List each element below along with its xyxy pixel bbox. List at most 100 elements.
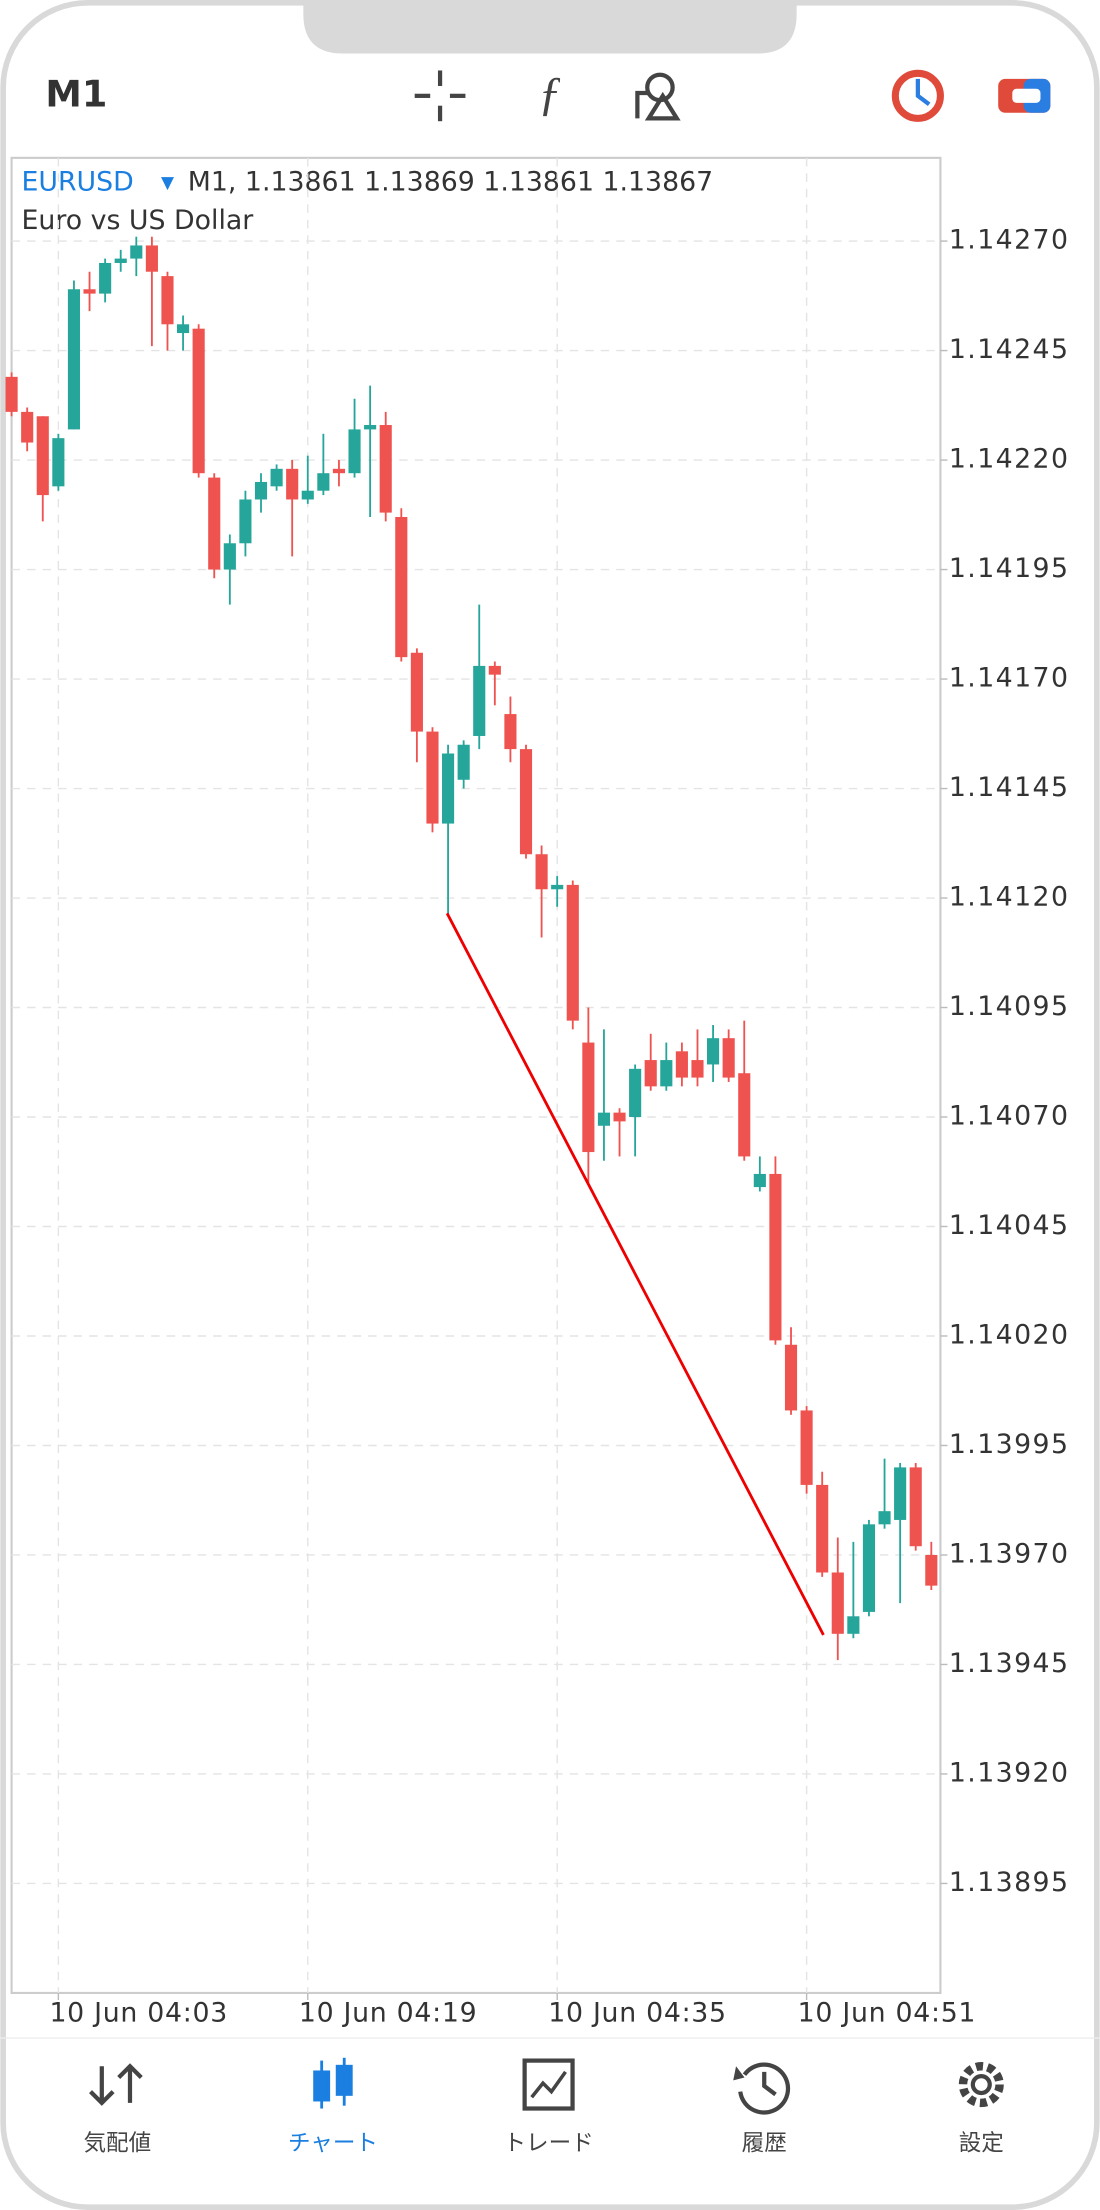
candle-body bbox=[36, 416, 49, 496]
candle-body bbox=[348, 429, 361, 474]
candle-body bbox=[223, 543, 236, 570]
candle-body bbox=[332, 468, 346, 474]
tab[interactable]: 設定 bbox=[958, 2062, 1004, 2156]
tab[interactable]: 気配値 bbox=[83, 2063, 151, 2156]
candle-body bbox=[114, 258, 127, 263]
candle-body bbox=[145, 245, 158, 272]
symbol-description: Euro vs US Dollar bbox=[21, 205, 253, 236]
y-tick-label: 1.14270 bbox=[949, 225, 1070, 256]
indicator-icon[interactable]: ƒ bbox=[538, 68, 562, 121]
candle-body bbox=[177, 324, 190, 334]
candle-body bbox=[660, 1060, 673, 1087]
candle-body bbox=[270, 468, 283, 487]
candle-body bbox=[878, 1511, 891, 1525]
candle-body bbox=[831, 1572, 844, 1634]
y-tick-label: 1.14195 bbox=[949, 553, 1070, 584]
y-tick-label: 1.14245 bbox=[949, 334, 1070, 365]
timeframe[interactable]: M1 bbox=[45, 72, 107, 115]
y-tick-label: 1.14170 bbox=[949, 663, 1070, 694]
candle-body bbox=[239, 499, 252, 544]
candle-body bbox=[519, 749, 533, 855]
y-tick-label: 1.13945 bbox=[949, 1648, 1070, 1679]
y-tick-label: 1.14070 bbox=[949, 1101, 1070, 1132]
candle-body bbox=[909, 1467, 922, 1547]
tab-label[interactable]: 履歴 bbox=[742, 2130, 787, 2156]
y-tick-label: 1.13995 bbox=[949, 1429, 1070, 1460]
symbol-dropdown[interactable]: ▼ bbox=[161, 172, 174, 192]
candle-body bbox=[473, 665, 486, 736]
symbol[interactable]: EURUSD bbox=[21, 167, 133, 198]
tab-label[interactable]: チャート bbox=[288, 2130, 378, 2156]
candle-body bbox=[254, 481, 268, 500]
tab[interactable]: トレード bbox=[503, 2058, 594, 2157]
candle-body bbox=[816, 1484, 829, 1573]
candle-body bbox=[644, 1060, 657, 1087]
candle-body bbox=[410, 652, 423, 732]
candle-body bbox=[753, 1173, 766, 1188]
tab-label[interactable]: 気配値 bbox=[83, 2130, 151, 2156]
tab[interactable]: 履歴 bbox=[733, 2062, 791, 2157]
y-tick-label: 1.13970 bbox=[949, 1538, 1070, 1569]
candle-body bbox=[442, 753, 455, 824]
candle-body bbox=[161, 276, 174, 325]
candle-body bbox=[925, 1554, 938, 1586]
y-tick-label: 1.13920 bbox=[949, 1757, 1070, 1788]
x-tick-label: 10 Jun 04:19 bbox=[299, 1998, 478, 2029]
candle-body bbox=[847, 1616, 860, 1634]
candle-body bbox=[894, 1467, 907, 1520]
candle-body bbox=[83, 289, 96, 294]
notch bbox=[303, 0, 797, 54]
candle-body bbox=[317, 473, 330, 491]
candle-body bbox=[582, 1042, 595, 1153]
plot: 1.14270 1.14245 1.14220 1.14195 1.14170 1.141… bbox=[5, 157, 1070, 2029]
y-tick-label: 1.13895 bbox=[949, 1867, 1070, 1898]
x-tick-label: 10 Jun 04:03 bbox=[49, 1998, 228, 2029]
tab-label[interactable]: トレード bbox=[503, 2130, 593, 2156]
candle-body bbox=[99, 262, 112, 294]
crosshair-icon[interactable] bbox=[414, 70, 466, 122]
objects-icon[interactable] bbox=[635, 72, 681, 121]
candle-body bbox=[707, 1038, 720, 1065]
candle-body bbox=[67, 289, 81, 430]
candle-body bbox=[800, 1410, 813, 1485]
candle-body bbox=[208, 477, 221, 570]
candle-body bbox=[286, 468, 299, 500]
tab-label[interactable]: 設定 bbox=[959, 2130, 1004, 2156]
plot-frame bbox=[10, 156, 942, 1995]
x-tick-label: 10 Jun 04:35 bbox=[548, 1998, 727, 2029]
candle-body bbox=[613, 1112, 626, 1122]
candle-body bbox=[364, 425, 377, 430]
trade-icon[interactable] bbox=[998, 78, 1051, 113]
candle-body bbox=[395, 516, 408, 658]
candle-body bbox=[862, 1524, 876, 1612]
trend-line[interactable] bbox=[445, 912, 825, 1636]
tab[interactable]: チャート bbox=[288, 2057, 378, 2156]
chart-info: M1, 1.13861 1.13869 1.13861 1.13867 bbox=[188, 167, 713, 198]
candle-body bbox=[5, 376, 18, 412]
candle-body bbox=[488, 665, 501, 675]
candle-body bbox=[21, 411, 34, 443]
account-icon[interactable] bbox=[891, 69, 944, 122]
candle-body bbox=[722, 1038, 735, 1078]
y-tick-label: 1.14020 bbox=[949, 1319, 1070, 1350]
candle-body bbox=[784, 1344, 798, 1411]
y-tick-label: 1.14120 bbox=[949, 882, 1070, 913]
candle-body bbox=[769, 1173, 782, 1341]
candle-body bbox=[52, 438, 65, 487]
candle-body bbox=[130, 245, 143, 259]
candle-body bbox=[504, 714, 517, 750]
candle-body bbox=[738, 1073, 751, 1157]
y-tick-label: 1.14095 bbox=[949, 991, 1070, 1022]
candle-body bbox=[629, 1068, 642, 1118]
candle-body bbox=[457, 744, 470, 780]
candle-body bbox=[597, 1112, 611, 1126]
candle-body bbox=[379, 425, 392, 513]
candle-body bbox=[192, 328, 205, 474]
candle-body bbox=[566, 884, 579, 1021]
candle-body bbox=[301, 490, 314, 500]
candle-body bbox=[535, 854, 548, 890]
candle-body bbox=[551, 884, 564, 890]
candle-body bbox=[691, 1060, 704, 1078]
candle-body bbox=[675, 1051, 688, 1078]
